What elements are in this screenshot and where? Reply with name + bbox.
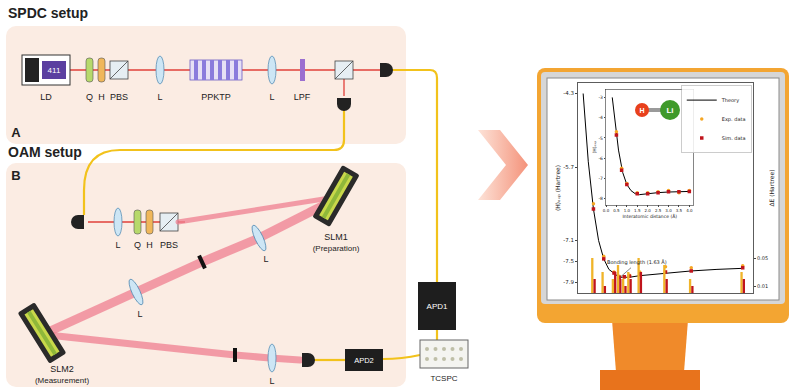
svg-text:L: L [263, 254, 268, 264]
svg-text:SPDC setup: SPDC setup [8, 5, 88, 21]
svg-text:⟨H⟩ₑₓₚ (Hartree): ⟨H⟩ₑₓₚ (Hartree) [554, 165, 561, 211]
svg-text:(Preparation): (Preparation) [313, 244, 360, 253]
svg-text:B: B [11, 168, 20, 183]
svg-text:H: H [639, 107, 644, 114]
svg-text:PBS: PBS [160, 240, 178, 250]
svg-text:3.0: 3.0 [665, 208, 672, 213]
svg-text:1.5: 1.5 [634, 208, 641, 213]
svg-text:-6: -6 [599, 156, 604, 161]
svg-text:-7.1: -7.1 [563, 237, 574, 243]
svg-text:0.05: 0.05 [757, 255, 768, 261]
svg-text:Q: Q [86, 92, 93, 102]
svg-text:Theory: Theory [721, 97, 739, 104]
svg-text:Li: Li [666, 106, 673, 115]
svg-text:L: L [115, 240, 120, 250]
svg-text:0.01: 0.01 [757, 283, 768, 289]
svg-text:Interatomic distance (Å): Interatomic distance (Å) [623, 213, 678, 219]
svg-text:APD2: APD2 [354, 356, 374, 365]
svg-text:Exp. data: Exp. data [722, 116, 746, 123]
svg-text:1.0: 1.0 [624, 208, 631, 213]
svg-text:-5.7: -5.7 [563, 164, 574, 170]
svg-text:A: A [11, 125, 21, 140]
svg-text:-4.3: -4.3 [563, 90, 574, 96]
svg-text:L: L [157, 92, 162, 102]
svg-text:L: L [269, 376, 274, 386]
svg-text:2.5: 2.5 [655, 208, 662, 213]
svg-text:-3: -3 [599, 95, 604, 100]
svg-text:L: L [137, 309, 142, 319]
svg-text:3.5: 3.5 [676, 208, 683, 213]
svg-text:L: L [269, 92, 274, 102]
svg-text:ΔE (Hartree): ΔE (Hartree) [768, 169, 775, 206]
svg-text:-4: -4 [599, 115, 604, 120]
svg-text:OAM setup: OAM setup [8, 144, 82, 160]
svg-text:411: 411 [48, 66, 61, 75]
svg-text:APD1: APD1 [427, 302, 448, 311]
svg-text:TCSPC: TCSPC [430, 374, 457, 383]
svg-text:H: H [146, 240, 153, 250]
svg-text:H: H [98, 92, 105, 102]
svg-text:4.0: 4.0 [686, 208, 693, 213]
svg-text:2.0: 2.0 [644, 208, 651, 213]
svg-text:SLM2: SLM2 [50, 364, 74, 374]
svg-text:Q: Q [134, 240, 141, 250]
svg-text:LD: LD [40, 92, 52, 102]
svg-text:-5: -5 [599, 136, 604, 141]
svg-text:-8: -8 [599, 196, 604, 201]
svg-text:-7.9: -7.9 [563, 279, 574, 285]
svg-text:-7: -7 [599, 176, 604, 181]
svg-text:-7.5: -7.5 [563, 258, 574, 264]
svg-text:Bonding length (1.63 Å): Bonding length (1.63 Å) [607, 259, 667, 266]
svg-text:0.5: 0.5 [613, 208, 620, 213]
svg-text:Sim. data: Sim. data [722, 135, 746, 141]
svg-text:PBS: PBS [110, 92, 128, 102]
svg-text:PPKTP: PPKTP [201, 92, 231, 102]
svg-text:SLM1: SLM1 [324, 232, 348, 242]
svg-text:0.0: 0.0 [603, 208, 610, 213]
svg-text:⟨H⟩ₑₓₚ: ⟨H⟩ₑₓₚ [592, 141, 597, 154]
svg-text:LPF: LPF [294, 92, 311, 102]
svg-text:(Measurement): (Measurement) [35, 376, 90, 385]
